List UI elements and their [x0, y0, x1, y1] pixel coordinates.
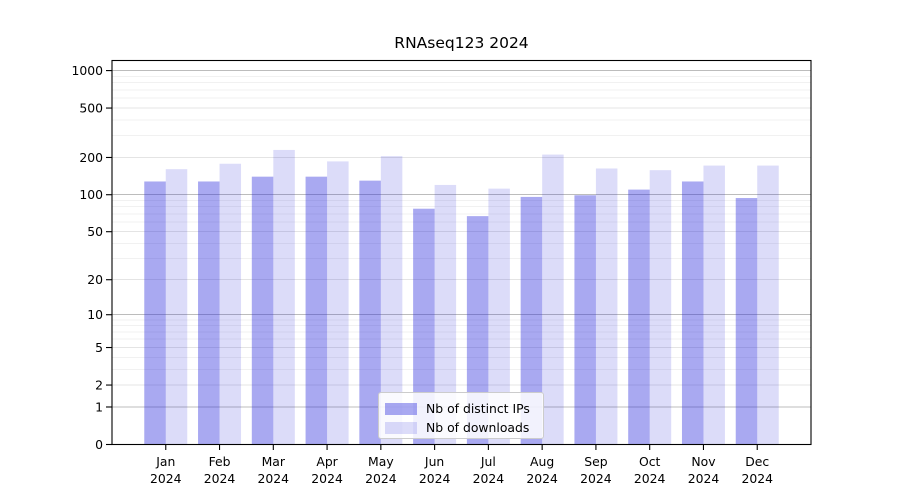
legend-label-downloads: Nb of downloads — [426, 420, 530, 435]
y-tick-label-0: 0 — [95, 437, 103, 452]
x-tick-label-year-dec: 2024 — [741, 471, 773, 486]
x-tick-label-month-dec: Dec — [745, 454, 769, 469]
bar-downloads-jan — [165, 169, 188, 445]
bar-distinct-ips-apr — [305, 176, 328, 445]
x-tick-label-year-sep: 2024 — [580, 471, 612, 486]
x-tick-label-month-apr: Apr — [316, 454, 338, 469]
bar-distinct-ips-sep — [574, 195, 596, 445]
bar-downloads-oct — [649, 170, 672, 445]
x-tick-label-month-feb: Feb — [209, 454, 231, 469]
x-tick-label-month-may: May — [368, 454, 394, 469]
bar-distinct-ips-mar — [251, 176, 274, 445]
legend-swatch-distinct-ips — [385, 402, 417, 415]
y-tick-label-200: 200 — [79, 150, 103, 165]
x-tick-label-month-aug: Aug — [530, 454, 554, 469]
x-tick-label-year-may: 2024 — [365, 471, 397, 486]
x-tick-label-year-jun: 2024 — [419, 471, 451, 486]
y-tick-label-1000: 1000 — [71, 63, 103, 78]
x-tick-label-month-mar: Mar — [262, 454, 286, 469]
legend-item-downloads: Nb of downloads — [379, 418, 543, 437]
legend-label-distinct-ips: Nb of distinct IPs — [426, 401, 530, 416]
bar-downloads-aug — [542, 154, 564, 445]
y-tick-label-5: 5 — [95, 340, 103, 355]
y-tick-label-10: 10 — [87, 307, 103, 322]
bar-distinct-ips-oct — [628, 189, 650, 445]
bar-downloads-dec — [757, 165, 779, 445]
bar-distinct-ips-jun — [413, 208, 435, 445]
bar-downloads-sep — [595, 168, 618, 445]
bar-distinct-ips-jul — [466, 216, 489, 445]
bar-distinct-ips-jan — [144, 181, 166, 445]
plot-border — [111, 59, 812, 446]
x-tick-label-month-oct: Oct — [639, 454, 661, 469]
bar-downloads-mar — [273, 149, 295, 445]
y-tick-label-1: 1 — [95, 399, 103, 414]
x-tick-label-year-apr: 2024 — [311, 471, 343, 486]
x-tick-label-year-feb: 2024 — [204, 471, 236, 486]
bar-downloads-jul — [488, 188, 510, 445]
legend-swatch-downloads — [385, 421, 417, 434]
y-tick-label-20: 20 — [87, 272, 103, 287]
y-tick-label-100: 100 — [79, 187, 103, 202]
x-tick-label-year-nov: 2024 — [688, 471, 720, 486]
bar-distinct-ips-dec — [735, 198, 758, 445]
y-tick-label-50: 50 — [87, 224, 103, 239]
chart-title: RNAseq123 2024 — [394, 34, 529, 52]
x-tick-label-year-oct: 2024 — [634, 471, 666, 486]
legend-item-distinct-ips: Nb of distinct IPs — [379, 399, 543, 418]
y-tick-label-500: 500 — [79, 100, 103, 115]
bar-distinct-ips-aug — [520, 196, 543, 445]
legend: Nb of distinct IPs Nb of downloads — [378, 392, 544, 439]
x-tick-label-year-mar: 2024 — [258, 471, 290, 486]
x-tick-label-year-jul: 2024 — [473, 471, 505, 486]
y-tick-label-2: 2 — [95, 377, 103, 392]
bar-downloads-nov — [703, 165, 725, 445]
x-tick-label-month-jun: Jun — [424, 454, 444, 469]
x-tick-label-month-sep: Sep — [584, 454, 607, 469]
bar-distinct-ips-may — [359, 180, 381, 445]
x-tick-label-year-jan: 2024 — [150, 471, 182, 486]
bar-downloads-apr — [327, 161, 349, 445]
x-tick-label-month-jan: Jan — [155, 454, 175, 469]
bar-distinct-ips-feb — [198, 181, 220, 445]
bar-downloads-feb — [219, 163, 242, 445]
bar-downloads-jun — [434, 184, 457, 445]
x-tick-label-year-aug: 2024 — [526, 471, 558, 486]
bar-distinct-ips-nov — [681, 181, 704, 445]
x-tick-label-month-jul: Jul — [480, 454, 496, 469]
bar-downloads-may — [380, 156, 403, 445]
x-tick-label-month-nov: Nov — [691, 454, 715, 469]
